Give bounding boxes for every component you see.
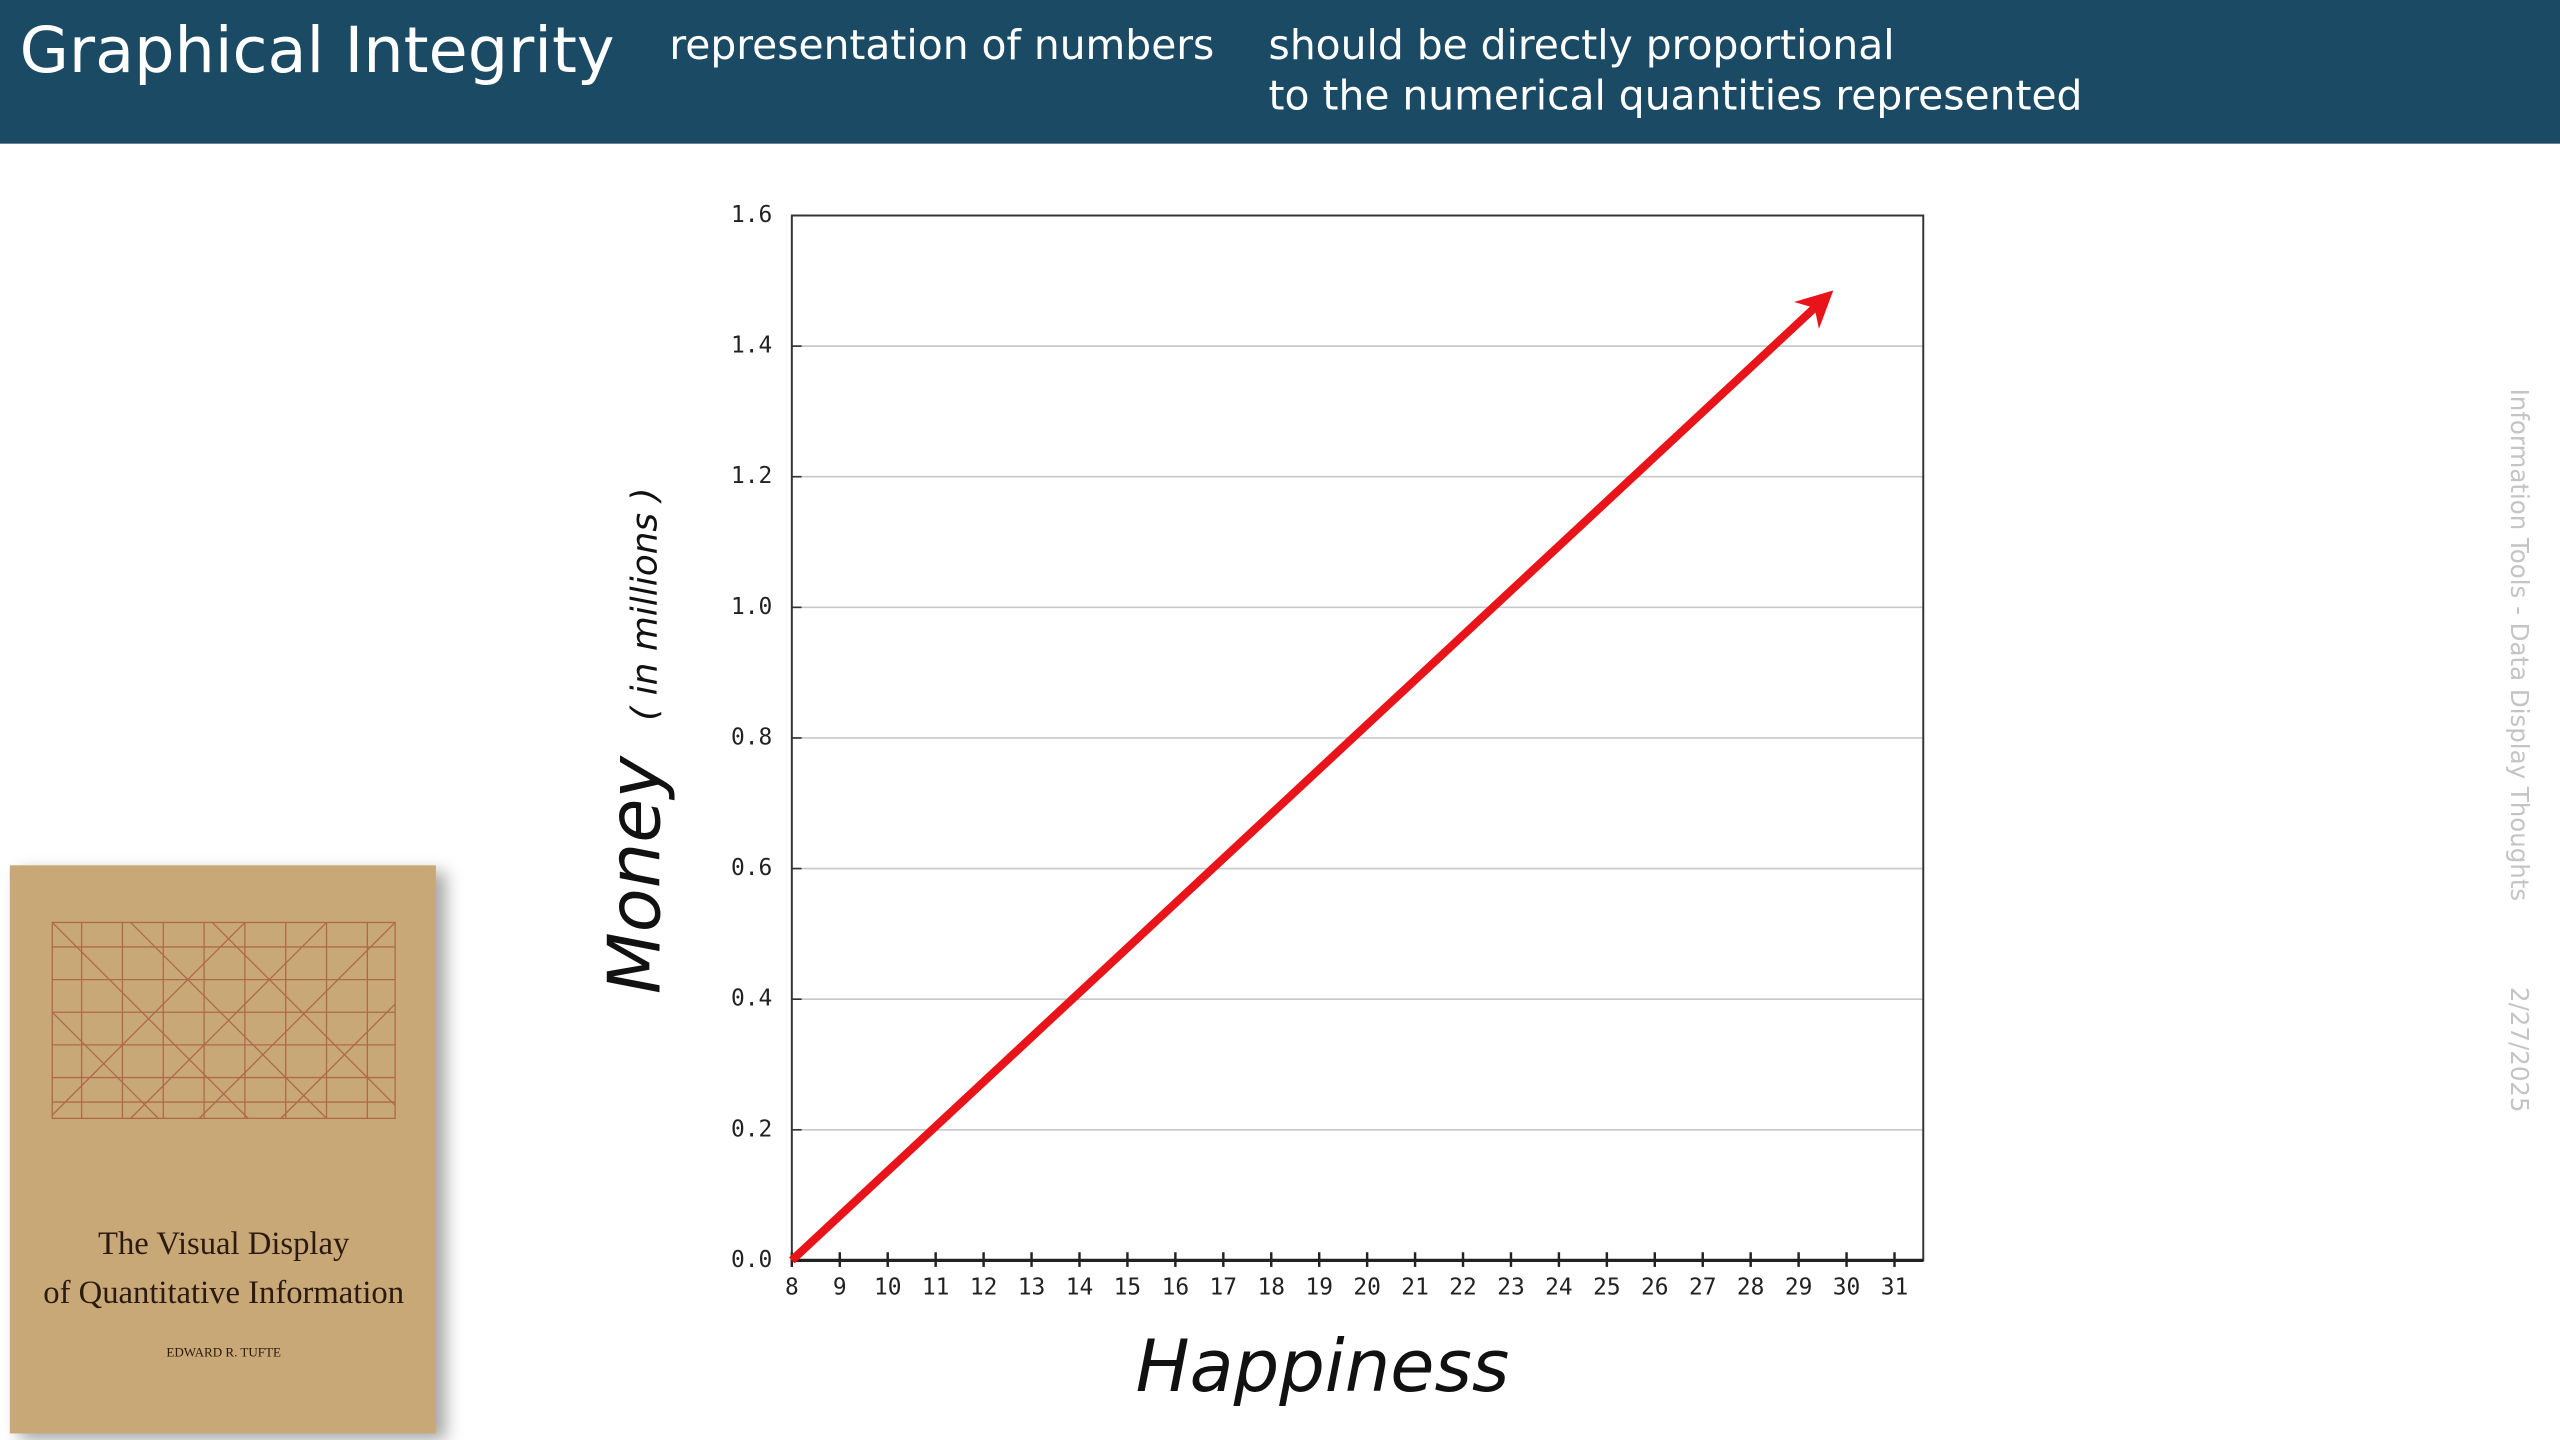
x-tick-label: 15 — [1114, 1275, 1142, 1301]
x-tick-label: 20 — [1353, 1275, 1381, 1301]
x-tick-label: 10 — [874, 1275, 902, 1301]
book-cover: The Visual Display of Quantitative Infor… — [9, 865, 436, 1434]
y-tick-label: 0.8 — [731, 724, 772, 750]
slide-title: Graphical Integrity — [20, 14, 615, 88]
x-tick-label: 24 — [1545, 1275, 1573, 1301]
x-axis-label: Happiness — [1136, 1324, 1510, 1408]
book-title: The Visual Display — [98, 1226, 350, 1262]
x-tick-label: 16 — [1162, 1275, 1190, 1301]
y-tick-label: 1.4 — [731, 333, 772, 359]
slide-note: to the numerical quantities represented — [1269, 71, 2083, 119]
x-tick-label: 12 — [970, 1275, 998, 1301]
x-tick-label: 8 — [785, 1275, 799, 1301]
x-tick-label: 21 — [1401, 1275, 1429, 1301]
slide-note: should be directly proportional — [1269, 21, 1895, 69]
x-tick-label: 18 — [1257, 1275, 1285, 1301]
x-tick-label: 30 — [1833, 1275, 1861, 1301]
y-tick-label: 0.2 — [731, 1116, 772, 1142]
y-tick-label: 1.0 — [731, 594, 772, 620]
header-bar — [0, 0, 2560, 144]
deck-name: Information Tools - Data Display Thought… — [2505, 389, 2534, 902]
book-author: EDWARD R. TUFTE — [166, 1345, 281, 1360]
y-tick-label: 0.6 — [731, 855, 772, 881]
x-tick-label: 26 — [1641, 1275, 1669, 1301]
x-tick-label: 11 — [922, 1275, 950, 1301]
x-tick-label: 31 — [1881, 1275, 1909, 1301]
y-axis-unit: ( in millions ) — [625, 487, 666, 720]
data-line — [789, 290, 1834, 1264]
y-axis-label: Money — [593, 755, 677, 995]
x-tick-label: 13 — [1018, 1275, 1046, 1301]
x-tick-label: 9 — [833, 1275, 847, 1301]
slide-subtitle: representation of numbers — [669, 21, 1214, 69]
x-tick-label: 25 — [1593, 1275, 1621, 1301]
x-tick-label: 17 — [1210, 1275, 1238, 1301]
y-tick-label: 1.6 — [731, 202, 772, 228]
book-pattern — [51, 921, 396, 1120]
book-background — [9, 865, 436, 1434]
chart: Happiness Money ( in millions ) 0.0 0.2 0.… — [593, 202, 1925, 1408]
x-tick-label: 27 — [1689, 1275, 1717, 1301]
x-tick-label: 19 — [1305, 1275, 1333, 1301]
y-tick-label: 0.4 — [731, 986, 772, 1012]
book-title: of Quantitative Information — [43, 1275, 404, 1311]
slide-date: 2/27/2025 — [2505, 987, 2534, 1112]
x-tick-label: 23 — [1497, 1275, 1525, 1301]
x-tick-label: 29 — [1785, 1275, 1813, 1301]
x-tick-label: 28 — [1737, 1275, 1765, 1301]
y-tick-label: 0.0 — [731, 1247, 772, 1273]
y-tick-label: 1.2 — [731, 463, 772, 489]
x-tick-label: 22 — [1449, 1275, 1477, 1301]
x-tick-label: 14 — [1066, 1275, 1094, 1301]
